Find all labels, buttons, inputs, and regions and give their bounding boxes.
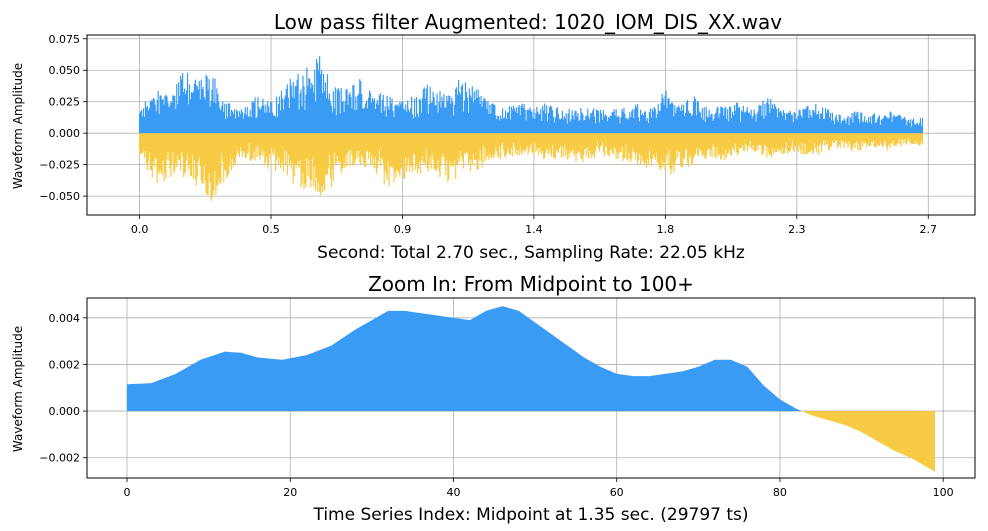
top-plot-frame [86,34,976,216]
bottom-x-tick-label: 60 [610,486,624,499]
bottom-negative-area [801,411,936,472]
bottom-y-tick-label: 0.004 [49,312,81,325]
top-y-tick-label: −0.050 [39,190,80,203]
bottom-y-axis-label: Waveform Amplitude [11,326,25,452]
top-x-tick-label: 1.4 [525,223,543,236]
top-y-tick-label: 0.050 [49,64,81,77]
bottom-y-tick-label: 0.000 [49,405,81,418]
bottom-series [126,306,936,472]
top-y-tick-label: 0.000 [49,127,81,140]
bottom-x-ticks: 0 20 40 60 80 100 [123,478,954,499]
bottom-x-tick-label: 80 [773,486,787,499]
bottom-chart-title: Zoom In: From Midpoint to 100+ [368,272,694,296]
top-x-tick-label: 0.9 [394,223,412,236]
top-positive-waveform [138,56,924,134]
top-series [138,56,924,201]
bottom-x-tick-label: 20 [283,486,297,499]
top-x-tick-label: 0.0 [131,223,149,236]
top-y-tick-label: 0.075 [49,33,81,46]
top-y-tick-label: 0.025 [49,96,81,109]
top-chart: Low pass filter Augmented: 1020_IOM_DIS_… [11,10,976,263]
bottom-x-tick-label: 40 [446,486,460,499]
bottom-x-axis-label: Time Series Index: Midpoint at 1.35 sec.… [312,505,748,525]
bottom-y-tick-label: 0.002 [49,358,81,371]
bottom-y-ticks: 0.004 0.002 0.000 −0.002 [39,312,87,465]
bottom-x-tick-label: 0 [123,486,130,499]
top-x-tick-label: 2.7 [920,223,938,236]
top-x-ticks: 0.0 0.5 0.9 1.4 1.8 2.3 2.7 [131,215,937,236]
bottom-x-tick-label: 100 [933,486,954,499]
top-y-tick-label: −0.025 [39,159,80,172]
top-chart-title: Low pass filter Augmented: 1020_IOM_DIS_… [274,10,782,34]
bottom-plot-frame [86,297,976,479]
bottom-y-tick-label: −0.002 [39,452,80,465]
top-x-tick-label: 1.8 [657,223,675,236]
bottom-positive-area [126,306,802,412]
bottom-chart: Zoom In: From Midpoint to 100+ 0 20 40 60 80… [11,272,976,525]
top-x-axis-label: Second: Total 2.70 sec., Sampling Rate: … [317,243,745,263]
top-x-tick-label: 2.3 [788,223,806,236]
top-y-axis-label: Waveform Amplitude [11,63,25,189]
top-y-ticks: 0.075 0.050 0.025 0.000 −0.025 −0.050 [39,33,87,203]
top-negative-waveform [138,133,924,201]
top-x-tick-label: 0.5 [262,223,280,236]
